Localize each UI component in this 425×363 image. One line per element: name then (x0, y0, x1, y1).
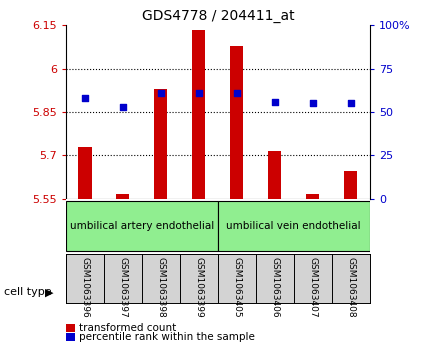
Point (233, 90, 240, 96)
Text: percentile rank within the sample: percentile rank within the sample (79, 332, 255, 342)
Text: GSM1063406: GSM1063406 (270, 257, 279, 317)
Bar (230, 46, 244, 199)
Text: GSM1063407: GSM1063407 (308, 257, 317, 317)
Point (272, 99, 278, 105)
Bar (116, 194, 130, 199)
Text: GSM1063397: GSM1063397 (118, 257, 127, 317)
Point (347, 101, 354, 106)
FancyBboxPatch shape (218, 201, 370, 251)
Text: GSM1063396: GSM1063396 (80, 257, 89, 317)
Text: umbilical artery endothelial: umbilical artery endothelial (70, 221, 214, 231)
Text: transformed count: transformed count (79, 323, 176, 333)
Bar (154, 89, 167, 199)
Point (309, 101, 316, 106)
Bar (344, 171, 357, 199)
Text: GSM1063405: GSM1063405 (232, 257, 241, 317)
FancyBboxPatch shape (66, 201, 218, 251)
Point (82, 95, 88, 101)
Bar (306, 194, 320, 199)
Bar (268, 151, 281, 199)
Text: cell type: cell type (4, 287, 52, 297)
Bar (78, 147, 91, 199)
Text: GSM1063399: GSM1063399 (194, 257, 203, 317)
Point (157, 90, 164, 96)
Text: ▶: ▶ (45, 287, 53, 297)
Text: umbilical vein endothelial: umbilical vein endothelial (227, 221, 361, 231)
Text: GSM1063408: GSM1063408 (346, 257, 355, 317)
Title: GDS4778 / 204411_at: GDS4778 / 204411_at (142, 9, 294, 23)
Text: GSM1063398: GSM1063398 (156, 257, 165, 317)
Point (196, 90, 202, 96)
Point (119, 104, 126, 110)
Bar (192, 30, 205, 199)
